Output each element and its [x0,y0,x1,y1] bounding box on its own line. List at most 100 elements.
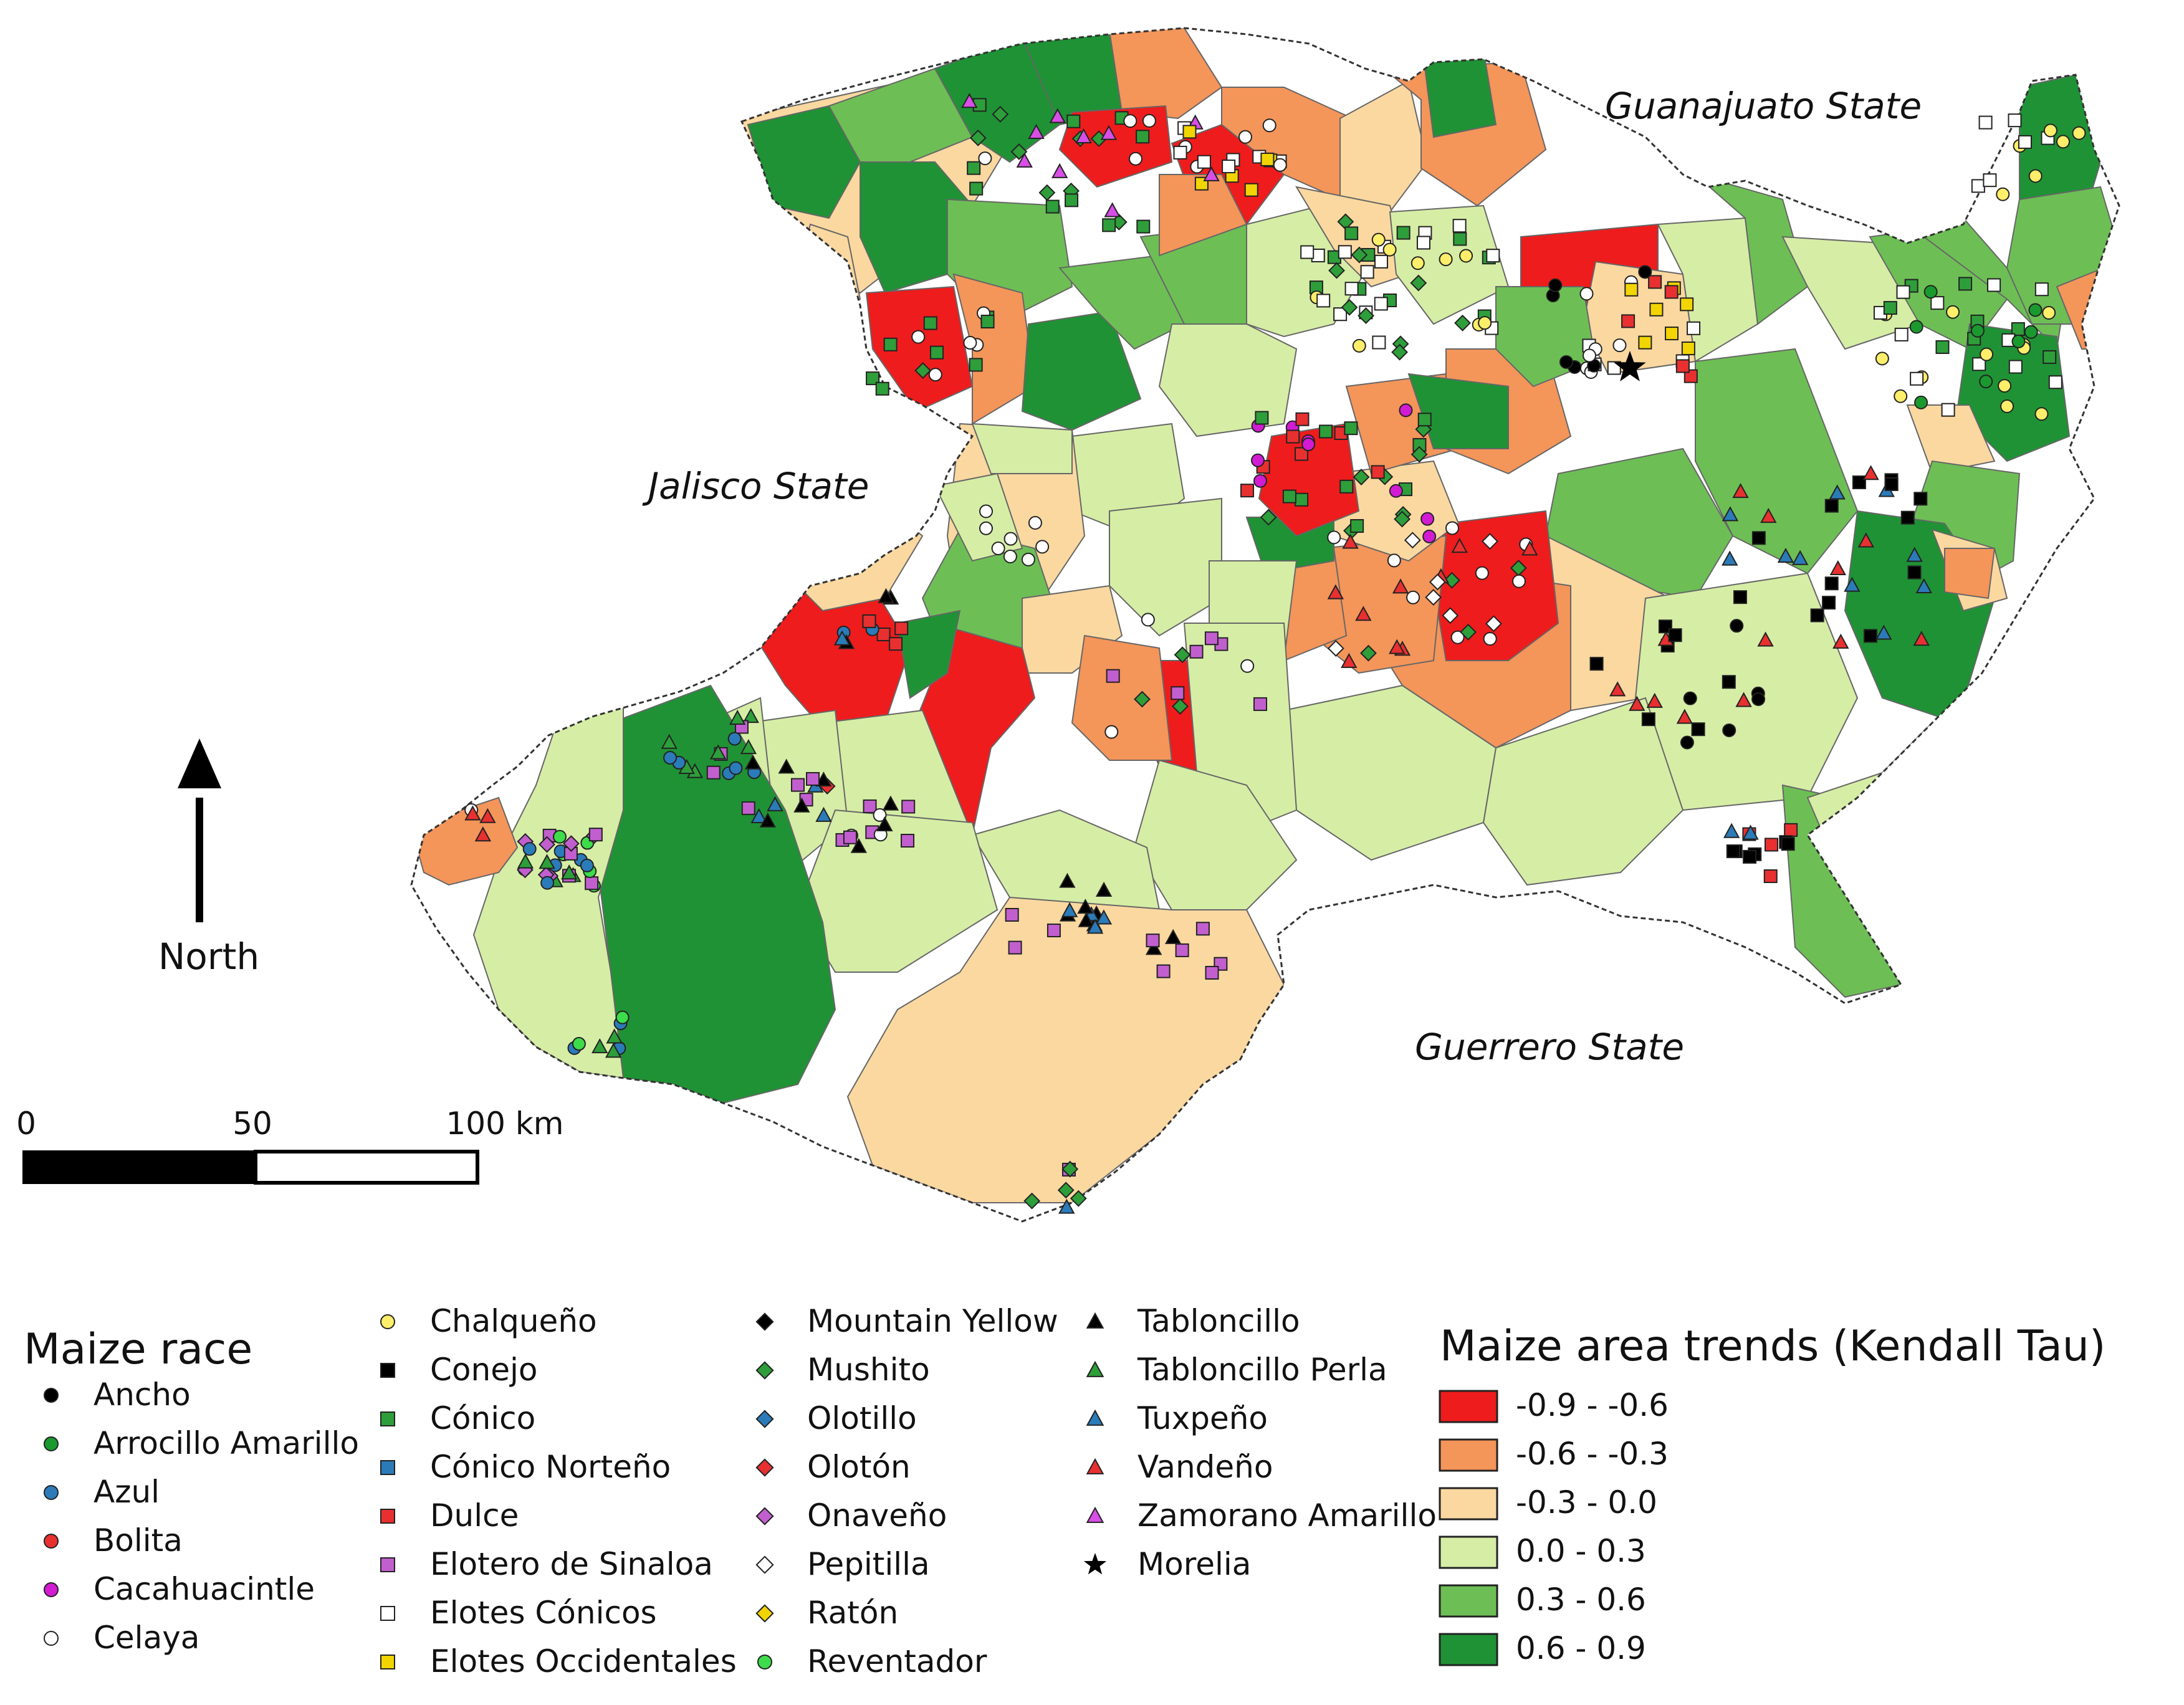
map-marker [1722,550,1738,566]
map-marker [1609,681,1626,697]
map-marker [1941,403,1955,417]
map-marker [1913,631,1930,646]
map-marker [1100,125,1118,140]
municipality-polygon [1657,217,1759,363]
map-marker [2008,360,2023,374]
map-marker [1253,474,1268,488]
map-marker [911,330,926,344]
municipality-polygon [896,609,961,699]
map-marker [1791,550,1809,565]
legend-trend-swatch [1439,1390,1498,1423]
map-marker [560,864,578,880]
map-marker [1970,323,1985,338]
map-marker [1930,296,1945,310]
map-marker [1123,114,1138,128]
map-marker [1189,644,1204,659]
map-marker [1751,531,1766,545]
map-marker [1253,697,1267,711]
map-marker [1751,692,1766,707]
map-marker [1559,355,1573,369]
municipality-polygon [1420,36,1497,138]
map-marker [1205,965,1219,980]
map-marker [464,805,481,821]
map-marker [539,854,555,869]
legend-race-symbol [44,1485,59,1500]
map-marker [1008,940,1022,955]
legend-race-label: Tuxpeño [1137,1400,1268,1436]
municipality-polygon [1058,105,1173,188]
label-jalisco-state: Jalisco State [642,465,869,507]
map-marker [1049,108,1066,123]
map-marker [580,858,594,872]
map-marker [606,1028,623,1044]
map-marker [1722,723,1736,737]
map-marker [1852,475,1866,490]
map-marker [1844,576,1861,592]
map-marker [1182,125,1197,139]
map-marker [963,336,977,350]
map-marker [1078,912,1094,927]
legend-race-symbol [1086,1409,1104,1426]
legend-trend-label: 0.0 - 0.3 [1516,1533,1646,1569]
map-marker [605,1043,622,1058]
map-marker [1914,395,1928,409]
map-marker [1016,152,1033,168]
map-marker [2072,126,2086,140]
map-marker [1483,632,1497,646]
map-marker [2000,399,2014,414]
map-marker [1028,516,1042,530]
municipality-polygon [1108,28,1223,120]
map-marker [744,754,762,770]
map-marker [928,368,942,382]
legend-race-symbol [44,1631,59,1646]
map-marker [1883,301,1897,315]
map-marker [1374,254,1388,269]
municipality-polygon [1021,310,1142,431]
map-marker [1910,371,1924,386]
map-marker [1327,584,1344,599]
map-marker [1061,1160,1079,1178]
map-marker [1065,193,1079,208]
legend-trend-swatch [1439,1535,1498,1569]
map-marker [1392,578,1409,594]
map-marker [1203,166,1220,181]
map-marker [1638,265,1652,279]
map-marker [1295,492,1309,507]
map-marker [1003,532,1018,546]
map-marker [1051,163,1068,178]
map-marker [1273,158,1287,172]
legend-race-symbol [757,1655,772,1669]
map-marker [1460,623,1477,641]
map-marker [1676,709,1693,724]
map-marker [1164,929,1182,944]
map-marker [1410,274,1427,292]
map-marker [1095,881,1113,897]
legend-race-label: Dulce [430,1497,519,1534]
map-marker [1260,152,1275,166]
map-marker [1057,1182,1075,1199]
legend-race-symbol [1083,1552,1107,1575]
map-marker [991,542,1005,556]
legend-trend-swatch [1439,1584,1498,1618]
legend-race-symbol [1086,1360,1104,1377]
map-marker [1743,849,1757,864]
map-marker [878,588,894,603]
map-marker [1045,199,1060,214]
map-marker [1406,590,1420,604]
map-marker [992,105,1009,123]
legend-race-symbol [380,1509,395,1524]
legend-trend-swatch [1439,1633,1498,1666]
map-marker [1781,837,1795,851]
map-marker [661,733,678,749]
map-marker [1665,327,1679,341]
map-marker [1958,277,1973,291]
legend-race-symbol [380,1606,395,1621]
map-marker [1485,615,1502,633]
map-marker [1260,509,1277,526]
legend-race-label: Cacahuacintle [93,1571,315,1607]
map-marker [1913,492,1928,506]
map-marker [863,799,877,813]
map-marker [1104,725,1119,739]
map-marker [978,151,992,166]
map-marker [663,750,678,765]
